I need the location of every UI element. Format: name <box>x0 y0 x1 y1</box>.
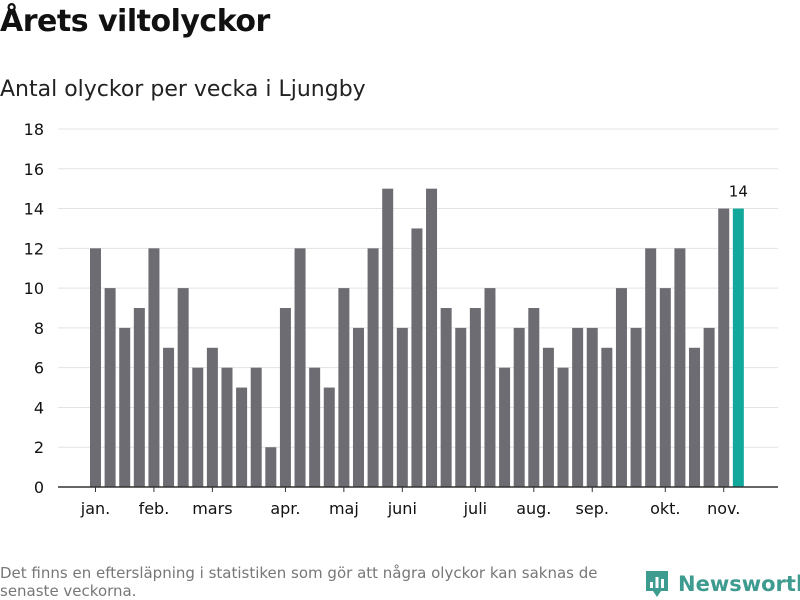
bar <box>615 288 627 487</box>
y-tick-label: 4 <box>34 398 44 417</box>
bar <box>294 248 306 487</box>
bar <box>411 228 423 487</box>
y-tick-label: 6 <box>34 359 44 378</box>
bar <box>352 327 364 487</box>
bar <box>163 347 175 487</box>
x-tick-label: jan. <box>80 499 110 518</box>
bar <box>396 327 408 487</box>
bar <box>689 347 701 487</box>
bar <box>119 327 131 487</box>
bar <box>192 367 204 487</box>
bar <box>382 188 394 488</box>
bar <box>104 288 116 487</box>
bar <box>528 308 540 487</box>
bar <box>338 288 350 487</box>
x-tick-label: aug. <box>516 499 551 518</box>
bar <box>484 288 496 487</box>
bar <box>630 327 642 487</box>
x-tick-label: juni <box>387 499 417 518</box>
bar <box>206 347 218 487</box>
x-tick-label: sep. <box>576 499 609 518</box>
y-tick-label: 12 <box>24 239 44 258</box>
bar <box>279 308 291 487</box>
bar <box>645 248 657 487</box>
bar <box>557 367 569 487</box>
x-tick-label: apr. <box>270 499 300 518</box>
x-tick-label: maj <box>329 499 359 518</box>
bar-chart-logo-icon <box>646 571 668 597</box>
bar <box>513 327 525 487</box>
bar <box>469 308 481 487</box>
bar <box>455 327 467 487</box>
bar <box>221 367 233 487</box>
bar <box>440 308 452 487</box>
bar <box>90 248 101 487</box>
bar <box>309 367 321 487</box>
x-tick-label: nov. <box>707 499 740 518</box>
bar <box>177 288 189 487</box>
y-tick-label: 2 <box>34 438 44 457</box>
y-tick-label: 16 <box>24 160 44 179</box>
bar <box>236 387 248 487</box>
y-tick-label: 18 <box>24 120 44 139</box>
bar <box>133 308 145 487</box>
y-tick-label: 8 <box>34 319 44 338</box>
bar <box>323 387 335 487</box>
brand-name: Newsworthy <box>678 572 800 596</box>
x-tick-label: feb. <box>139 499 170 518</box>
bar <box>601 347 613 487</box>
y-tick-label: 0 <box>34 478 44 497</box>
bar <box>659 288 671 487</box>
data-labels: 14 <box>729 183 748 201</box>
bar <box>703 327 715 487</box>
bar <box>426 188 438 488</box>
bar <box>265 447 277 487</box>
bar <box>542 347 554 487</box>
x-tick-label: mars <box>192 499 232 518</box>
bar-highlighted <box>732 208 744 487</box>
chart-title: Årets viltolyckor <box>0 4 270 39</box>
x-axis: jan. feb. mars apr. maj juni juli aug. sep. okt. n… <box>58 486 778 518</box>
chart-subtitle: Antal olyckor per vecka i Ljungby <box>0 77 366 102</box>
x-tick-label: okt. <box>650 499 680 518</box>
bars <box>90 188 744 488</box>
bar <box>718 208 730 487</box>
data-label: 14 <box>729 183 748 201</box>
bar <box>674 248 686 487</box>
y-axis: 0 2 4 6 8 10 12 14 16 18 <box>24 120 44 497</box>
brand: Newsworthy <box>644 568 800 600</box>
footnote: Det finns en eftersläpning i statistiken… <box>0 564 598 600</box>
y-tick-label: 10 <box>24 279 44 298</box>
bar <box>148 248 160 487</box>
bar <box>586 327 598 487</box>
bar <box>250 367 262 487</box>
bar <box>367 248 379 487</box>
y-tick-label: 14 <box>24 200 44 219</box>
x-tick-label: juli <box>463 499 487 518</box>
bar <box>572 327 584 487</box>
bar <box>499 367 511 487</box>
